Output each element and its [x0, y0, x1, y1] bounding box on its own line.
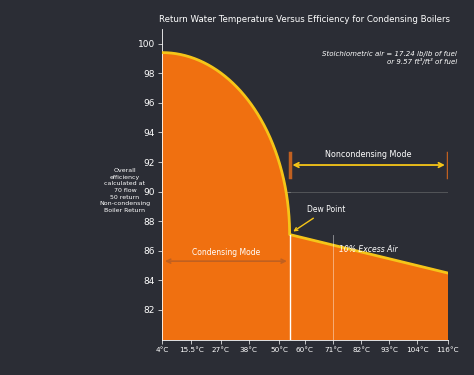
Text: Stoichiometric air = 17.24 lb/lb of fuel
or 9.57 ft³/ft³ of fuel: Stoichiometric air = 17.24 lb/lb of fuel…: [322, 51, 457, 65]
Text: Noncondensing Mode: Noncondensing Mode: [326, 150, 412, 159]
Text: 10% Excess Air: 10% Excess Air: [339, 245, 398, 254]
Title: Return Water Temperature Versus Efficiency for Condensing Boilers: Return Water Temperature Versus Efficien…: [159, 15, 450, 24]
Text: Dew Point: Dew Point: [294, 205, 346, 231]
Text: Condensing Mode: Condensing Mode: [192, 248, 260, 257]
Polygon shape: [162, 53, 447, 339]
Text: Overall
efficiency
calculated at
70 flow
50 return
Non-condensing
Boiler Return: Overall efficiency calculated at 70 flow…: [100, 168, 150, 213]
